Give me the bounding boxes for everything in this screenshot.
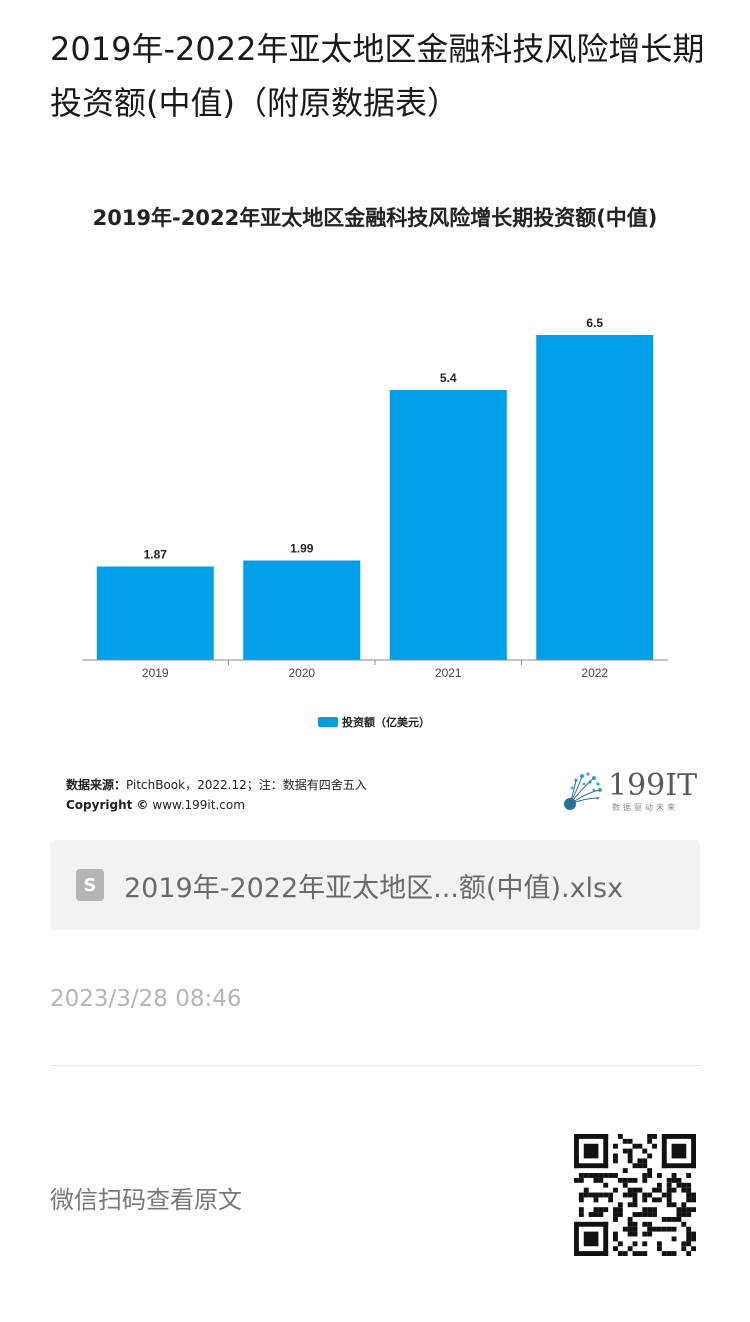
bar-2022 — [536, 335, 654, 660]
brand-logo: 199IT 数据驱动未来 — [560, 768, 700, 816]
legend-swatch — [318, 717, 338, 727]
data-label-2022: 6.5 — [586, 316, 603, 330]
x-tick-label-2019: 2019 — [142, 666, 169, 680]
attachment-file[interactable]: S 2019年-2022年亚太地区...额(中值).xlsx — [50, 840, 700, 930]
divider — [50, 1065, 700, 1066]
logo-mark-icon — [564, 772, 602, 810]
source-text: PitchBook，2022.12；注：数据有四舍五入 — [126, 778, 367, 792]
source-label: 数据来源： — [66, 778, 127, 792]
data-label-2021: 5.4 — [440, 371, 457, 385]
copyright-text: www.199it.com — [152, 798, 245, 812]
attachment-filename[interactable]: 2019年-2022年亚太地区...额(中值).xlsx — [124, 872, 624, 904]
data-label-2020: 1.99 — [290, 542, 314, 556]
bar-2021 — [389, 390, 507, 660]
bar-2019 — [96, 566, 214, 660]
copyright-label: Copyright © — [66, 798, 149, 812]
qr-scan-label: 微信扫码查看原文 — [50, 1186, 242, 1214]
x-tick-label-2021: 2021 — [435, 666, 462, 680]
legend-label: 投资额（亿美元） — [342, 715, 430, 729]
logo-text: 199IT — [608, 768, 698, 803]
chart-title: 2019年-2022年亚太地区金融科技风险增长期投资额(中值) — [92, 206, 658, 230]
article-title: 2019年-2022年亚太地区金融科技风险增长期投资额(中值)（附原数据表） — [50, 30, 705, 122]
bar-2020 — [243, 560, 361, 660]
source-note: 数据来源：PitchBook，2022.12；注：数据有四舍五入 Copyrig… — [66, 775, 367, 815]
qr-code-icon[interactable] — [574, 1134, 696, 1256]
logo-subtitle: 数据驱动未来 — [612, 803, 678, 812]
chart-card: 2019年-2022年亚太地区金融科技风险增长期投资额(中值) 1.87 2019… — [50, 180, 700, 820]
x-tick-label-2022: 2022 — [581, 666, 608, 680]
publish-timestamp: 2023/3/28 08:46 — [50, 986, 242, 1012]
data-label-2019: 1.87 — [144, 548, 168, 562]
x-tick-label-2020: 2020 — [288, 666, 315, 680]
spreadsheet-file-icon: S — [76, 869, 104, 901]
bar-chart: 1.87 2019 1.99 2020 5.4 2021 6.5 2022 投资额（亿美元） — [82, 316, 668, 729]
